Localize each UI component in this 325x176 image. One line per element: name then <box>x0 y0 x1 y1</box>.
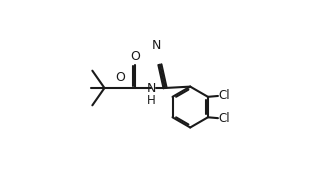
Text: H: H <box>147 95 156 108</box>
Text: O: O <box>115 71 125 84</box>
Text: N: N <box>151 39 161 52</box>
Text: N: N <box>147 82 156 95</box>
Text: O: O <box>131 50 141 63</box>
Text: Cl: Cl <box>219 89 230 102</box>
Text: Cl: Cl <box>219 112 230 125</box>
